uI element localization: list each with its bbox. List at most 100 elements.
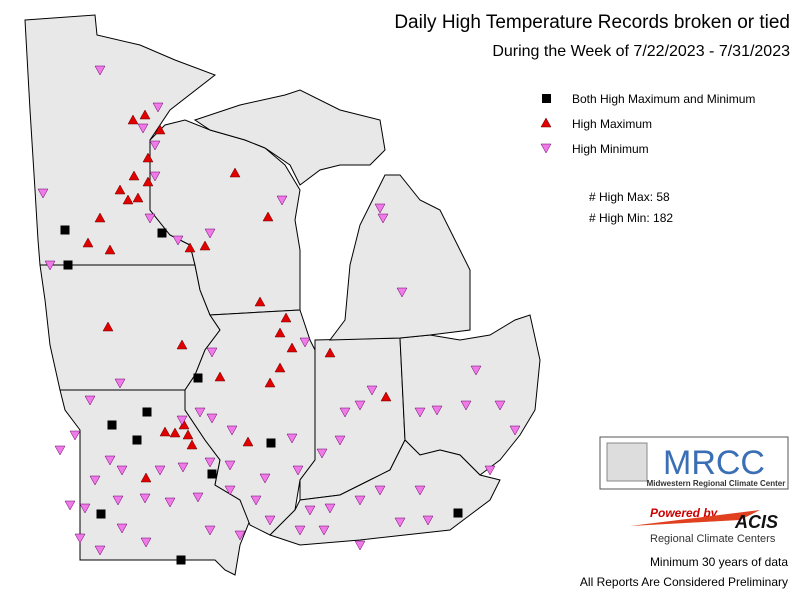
marker-high-max <box>128 170 140 181</box>
marker-high-min <box>494 400 506 411</box>
marker-high-min <box>377 213 389 224</box>
marker-high-min <box>116 523 128 534</box>
marker-high-min <box>304 505 316 516</box>
marker-high-min <box>114 378 126 389</box>
note: All Reports Are Considered Preliminary <box>580 575 788 589</box>
count: # High Max: 58 <box>589 190 670 204</box>
marker-high-min <box>259 473 271 484</box>
marker-high-max <box>242 436 254 447</box>
marker-high-min <box>354 540 366 551</box>
marker-high-min <box>224 460 236 471</box>
marker-high-min <box>374 203 386 214</box>
marker-both <box>453 508 463 518</box>
marker-high-min <box>79 503 91 514</box>
marker-high-min <box>366 385 378 396</box>
states <box>24 14 541 576</box>
marker-high-min <box>292 465 304 476</box>
marker-high-min <box>276 195 288 206</box>
marker-high-max <box>142 152 154 163</box>
marker-high-min <box>334 435 346 446</box>
marker-high-min <box>152 102 164 113</box>
marker-high-min <box>206 413 218 424</box>
marker-high-min <box>414 407 426 418</box>
marker-high-max <box>94 212 106 223</box>
powered-by: Powered by <box>650 506 719 520</box>
marker-high-min <box>460 400 472 411</box>
marker-high-max <box>380 391 392 402</box>
marker-high-max <box>254 296 266 307</box>
marker-high-min <box>206 347 218 358</box>
legend-label: High Minimum <box>572 142 649 156</box>
marker-high-min <box>318 525 330 536</box>
marker-high-max <box>274 362 286 373</box>
marker-high-min <box>374 485 386 496</box>
marker-high-max <box>262 211 274 222</box>
marker-high-min <box>204 525 216 536</box>
marker-high-min <box>470 365 482 376</box>
marker-high-min <box>154 465 166 476</box>
marker-high-min <box>69 430 81 441</box>
marker-high-max <box>154 124 166 135</box>
marker-high-max <box>122 194 134 205</box>
marker-high-min <box>234 530 246 541</box>
acis: ACIS <box>734 512 778 532</box>
title: Daily High Temperature Records broken or… <box>394 12 790 33</box>
count: # High Min: 182 <box>589 211 673 225</box>
marker-high-min <box>177 462 189 473</box>
marker-high-min <box>431 405 443 416</box>
marker-high-min <box>94 545 106 556</box>
marker-high-min <box>194 407 206 418</box>
marker-high-min <box>172 235 184 246</box>
record-markers <box>37 65 521 565</box>
marker-high-min <box>139 493 151 504</box>
marker-high-max <box>176 339 188 350</box>
marker-both <box>176 555 186 565</box>
marker-high-min <box>116 465 128 476</box>
marker-high-max <box>229 167 241 178</box>
marker-high-max <box>264 377 276 388</box>
marker-both <box>207 469 217 479</box>
marker-high-max <box>142 176 154 187</box>
marker-high-min <box>224 485 236 496</box>
marker-high-max <box>324 347 336 358</box>
legend-label: Both High Maximum and Minimum <box>572 92 755 106</box>
marker-high-max <box>114 184 126 195</box>
marker-high-min <box>394 517 406 528</box>
marker-high-min <box>354 495 366 506</box>
marker-high-max <box>184 242 196 253</box>
swoosh <box>630 510 760 526</box>
marker-high-max <box>159 426 171 437</box>
acis-logo: Powered by ACIS Regional Climate Centers <box>630 506 778 545</box>
marker-high-min <box>149 140 161 151</box>
legend-triangle-up <box>540 117 552 128</box>
marker-high-min <box>89 475 101 486</box>
marker-high-min <box>74 533 86 544</box>
marker-high-min <box>44 260 56 271</box>
legend-square <box>542 94 551 103</box>
marker-high-min <box>54 445 66 456</box>
marker-high-max <box>127 114 139 125</box>
logo-icon <box>606 442 648 482</box>
marker-both <box>142 407 152 417</box>
marker-both <box>63 260 73 270</box>
marker-high-max <box>169 427 181 438</box>
marker-high-max <box>186 439 198 450</box>
marker-high-min <box>484 465 496 476</box>
marker-high-max <box>82 237 94 248</box>
marker-high-max <box>214 371 226 382</box>
marker-high-min <box>204 228 216 239</box>
marker-high-min <box>354 400 366 411</box>
marker-high-max <box>286 342 298 353</box>
marker-high-max <box>199 240 211 251</box>
marker-both <box>107 420 117 430</box>
kentucky <box>269 439 501 546</box>
wisconsin <box>149 119 301 316</box>
marker-both <box>96 509 106 519</box>
marker-high-min <box>396 287 408 298</box>
marker-high-min <box>414 485 426 496</box>
marker-high-min <box>94 65 106 76</box>
marker-high-min <box>250 495 262 506</box>
marker-both <box>132 435 142 445</box>
marker-high-max <box>132 192 144 203</box>
